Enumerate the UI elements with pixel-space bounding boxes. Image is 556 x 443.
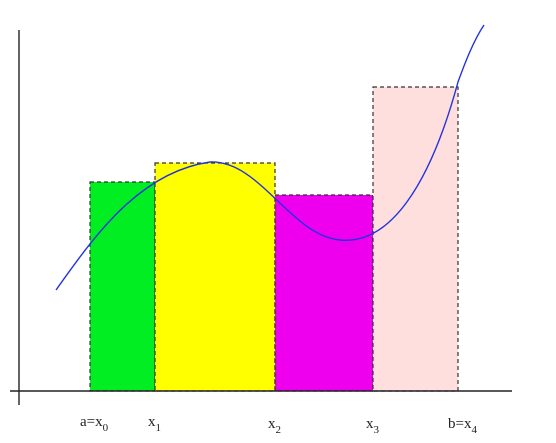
x-label-2: x2	[268, 416, 281, 436]
rectangle-2	[154, 162, 276, 392]
rectangle-1	[89, 181, 156, 392]
x-label-4: b=x4	[448, 416, 477, 436]
x-label-3: x3	[366, 416, 380, 436]
rectangle-4	[372, 86, 459, 392]
function-curve	[55, 24, 485, 291]
x-label-1: x1	[148, 414, 161, 434]
x-label-0: a=x0	[80, 414, 109, 434]
rectangle-3	[274, 194, 374, 392]
